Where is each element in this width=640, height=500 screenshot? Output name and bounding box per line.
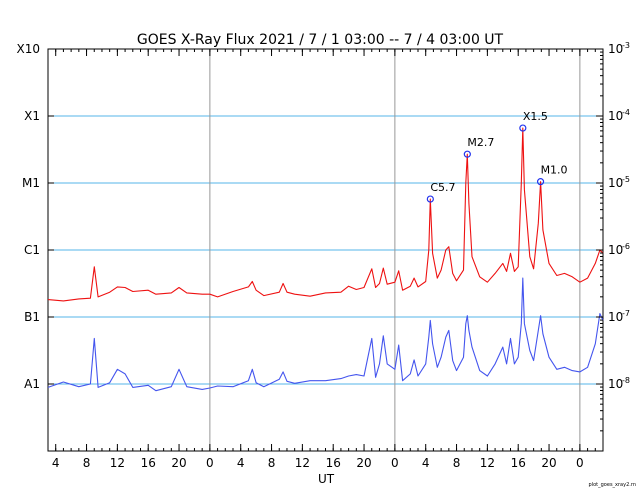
- x-tick-label: 8: [268, 456, 276, 470]
- footer-text: plot_goes_xray2.rn: [589, 482, 636, 488]
- right-axis-exponent: -6: [622, 242, 630, 251]
- x-tick-label: 20: [541, 456, 556, 470]
- right-axis-label: 10: [608, 377, 623, 391]
- grid-lines: [48, 115, 603, 385]
- left-axis-label: M1: [22, 176, 40, 190]
- left-axis-label: B1: [24, 310, 40, 324]
- flare-marker: [536, 178, 545, 186]
- right-axis-exponent: -4: [622, 108, 630, 117]
- right-axis-labels: 10-310-410-510-610-710-8: [596, 41, 630, 432]
- x-tick-label: 12: [110, 456, 125, 470]
- flare-label: M2.7: [467, 136, 494, 149]
- x-tick-label: 4: [422, 456, 430, 470]
- x-tick-label: 12: [295, 456, 310, 470]
- left-axis-label: X1: [24, 109, 40, 123]
- x-axis-title: UT: [318, 472, 335, 486]
- x-tick-label: 0: [576, 456, 584, 470]
- x-tick-label: 0: [206, 456, 214, 470]
- left-axis-label: X10: [17, 42, 41, 56]
- flare-label: X1.5: [523, 110, 548, 123]
- flare-marker: [463, 150, 471, 158]
- x-tick-label: 16: [141, 456, 156, 470]
- x-axis-ticks: 4 8 12 16 20 0 4 8 12 16 20 0 4 8 12 16 20 0: [47, 49, 604, 470]
- right-axis-exponent: -8: [622, 376, 630, 385]
- right-axis-label: 10: [608, 176, 623, 190]
- day-boundary-lines: [209, 49, 581, 451]
- x-tick-label: 8: [453, 456, 461, 470]
- right-axis-exponent: -3: [622, 41, 630, 50]
- chart-title: GOES X-Ray Flux 2021 / 7 / 1 03:00 -- 7 …: [137, 32, 504, 48]
- left-axis-label: C1: [24, 243, 40, 257]
- series-line-short: [47, 277, 604, 392]
- right-axis-label: 10: [608, 243, 623, 257]
- series-line-long: [47, 127, 604, 302]
- right-axis-label: 10: [608, 42, 623, 56]
- right-axis-exponent: -5: [622, 175, 630, 184]
- flare-marker: [426, 195, 434, 203]
- flare-marker: [519, 124, 527, 132]
- x-tick-label: 4: [52, 456, 60, 470]
- right-axis-exponent: -7: [622, 309, 630, 318]
- x-tick-label: 0: [391, 456, 399, 470]
- left-axis-labels: X10 X1 M1 C1 B1 A1: [17, 42, 54, 391]
- flare-label: C5.7: [430, 181, 455, 194]
- x-tick-label: 20: [356, 456, 371, 470]
- flare-label: M1.0: [541, 164, 568, 177]
- x-tick-label: 16: [326, 456, 341, 470]
- x-tick-label: 16: [511, 456, 526, 470]
- x-tick-label: 8: [83, 456, 91, 470]
- left-axis-label: A1: [24, 377, 40, 391]
- x-tick-label: 12: [480, 456, 495, 470]
- flare-markers: C5.7 M2.7 X1.5 M1.0: [426, 110, 568, 203]
- flux-series: [47, 127, 604, 392]
- right-axis-label: 10: [608, 310, 623, 324]
- x-tick-label: 4: [237, 456, 245, 470]
- right-axis-label: 10: [608, 109, 623, 123]
- x-tick-label: 20: [171, 456, 186, 470]
